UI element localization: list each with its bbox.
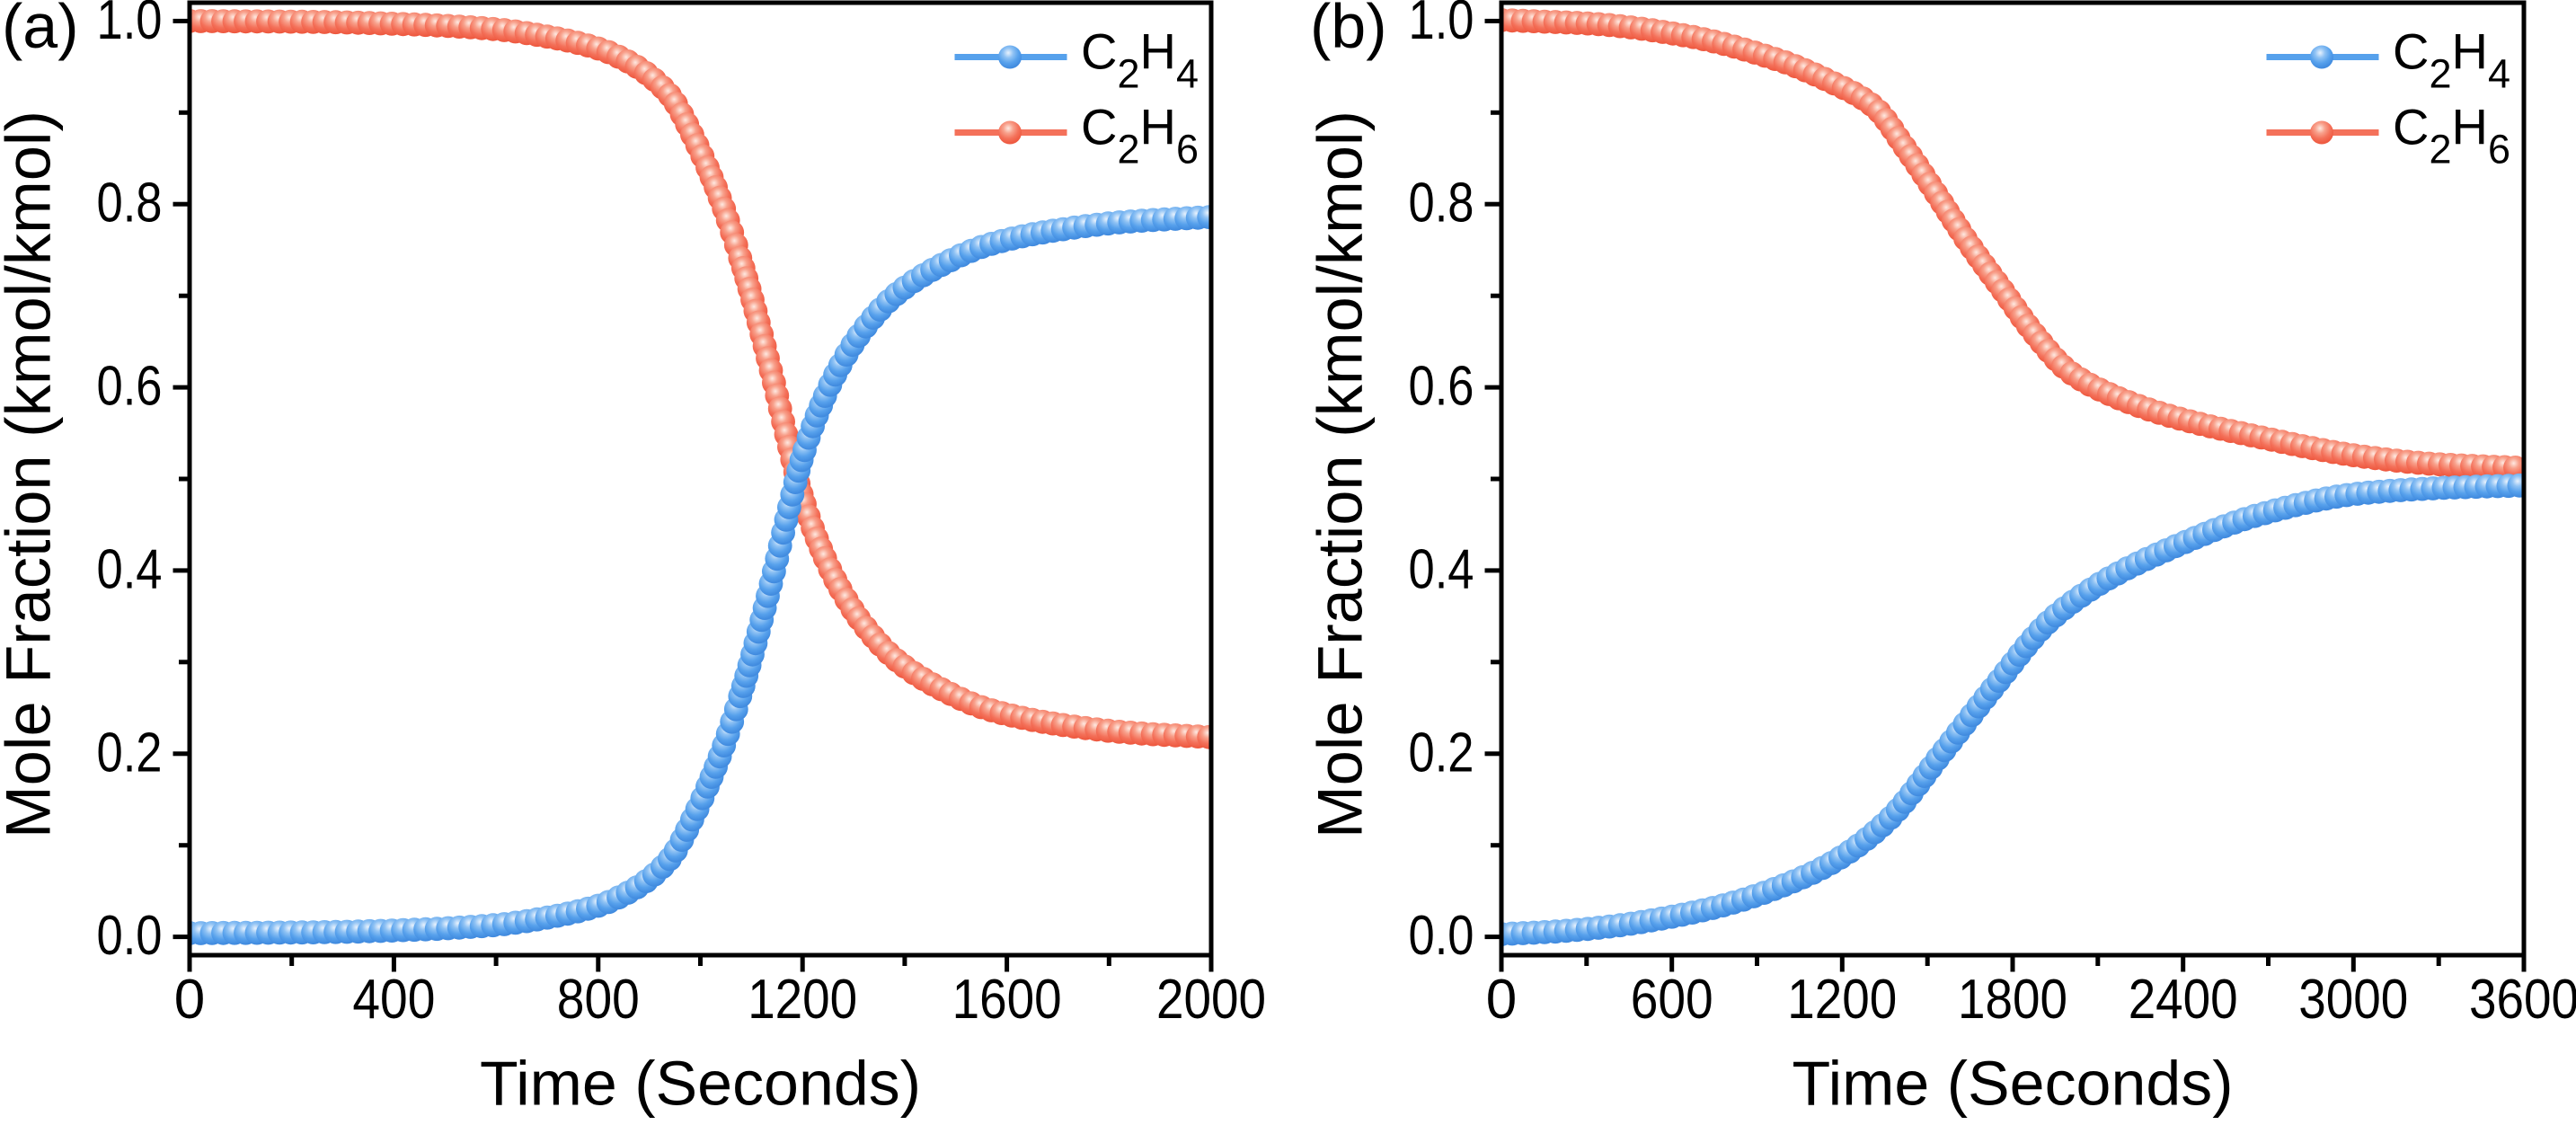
svg-text:0.6: 0.6 xyxy=(97,356,163,418)
svg-text:600: 600 xyxy=(1631,969,1713,1031)
svg-text:0.4: 0.4 xyxy=(1409,538,1474,600)
svg-text:800: 800 xyxy=(557,969,640,1031)
svg-text:0.8: 0.8 xyxy=(1409,173,1474,235)
svg-text:1200: 1200 xyxy=(748,969,857,1031)
svg-text:0.4: 0.4 xyxy=(97,538,163,600)
svg-text:1.0: 1.0 xyxy=(1409,0,1474,51)
svg-text:400: 400 xyxy=(352,969,435,1031)
svg-text:3600: 3600 xyxy=(2469,969,2576,1031)
svg-text:Mole Fraction (kmol/kmol): Mole Fraction (kmol/kmol) xyxy=(1305,111,1376,838)
svg-text:C2H4: C2H4 xyxy=(1081,23,1199,97)
svg-text:1.0: 1.0 xyxy=(97,0,163,51)
svg-text:Time (Seconds): Time (Seconds) xyxy=(1793,1049,2234,1119)
svg-text:1800: 1800 xyxy=(1958,969,2067,1031)
svg-text:0.2: 0.2 xyxy=(97,722,163,784)
svg-text:0.0: 0.0 xyxy=(1409,905,1474,967)
svg-text:0.0: 0.0 xyxy=(97,905,163,967)
svg-text:1600: 1600 xyxy=(952,969,1062,1031)
svg-text:Time (Seconds): Time (Seconds) xyxy=(480,1049,921,1119)
svg-text:(a): (a) xyxy=(2,0,79,61)
svg-text:0: 0 xyxy=(174,969,205,1031)
svg-text:(b): (b) xyxy=(1310,0,1387,61)
svg-text:Mole Fraction (kmol/kmol): Mole Fraction (kmol/kmol) xyxy=(0,111,64,838)
svg-text:1200: 1200 xyxy=(1787,969,1897,1031)
svg-text:3000: 3000 xyxy=(2298,969,2408,1031)
svg-text:0: 0 xyxy=(1486,969,1517,1031)
svg-text:0.2: 0.2 xyxy=(1409,722,1474,784)
svg-text:0.8: 0.8 xyxy=(97,173,163,235)
svg-text:0.6: 0.6 xyxy=(1409,356,1474,418)
svg-text:2000: 2000 xyxy=(1156,969,1266,1031)
svg-text:2400: 2400 xyxy=(2129,969,2238,1031)
